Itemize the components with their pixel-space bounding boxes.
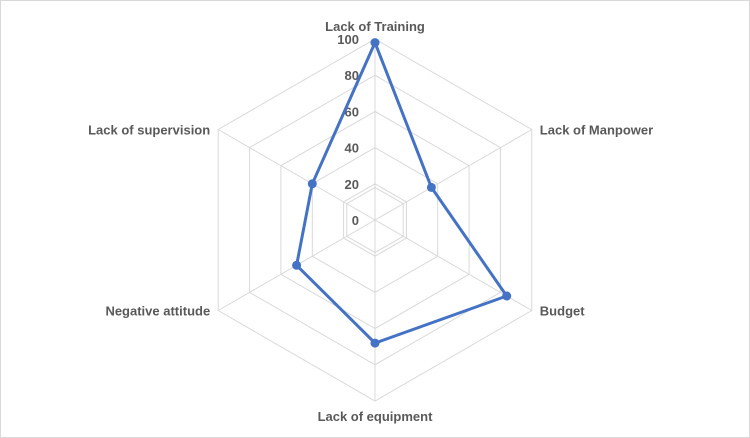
- radial-tick-label: 0: [352, 213, 359, 228]
- radial-tick-label: 100: [337, 32, 359, 47]
- category-label: Budget: [540, 304, 585, 319]
- category-label: Lack of supervision: [88, 123, 210, 138]
- data-point: [292, 260, 302, 270]
- category-label: Lack of Manpower: [540, 123, 653, 138]
- axis-spoke: [374, 129, 533, 221]
- data-point: [370, 38, 380, 48]
- radial-tick-labels: 0 20 40 60 80 100: [337, 32, 359, 228]
- data-point: [426, 182, 436, 192]
- category-label: Lack of Training: [325, 19, 425, 34]
- axis-spoke: [217, 129, 376, 221]
- series-layer: [292, 38, 512, 348]
- radial-tick-label: 20: [345, 177, 359, 192]
- radar-grid: [217, 38, 533, 402]
- category-label: Negative attitude: [105, 304, 210, 319]
- category-label: Lack of equipment: [318, 409, 434, 424]
- radial-tick-label: 80: [345, 68, 359, 83]
- category-labels: Lack of Training Lack of Manpower Budget La…: [88, 19, 653, 424]
- data-point: [502, 291, 512, 301]
- data-point: [370, 338, 380, 348]
- radial-tick-label: 40: [345, 141, 359, 156]
- radial-tick-label: 60: [345, 104, 359, 119]
- data-point: [307, 179, 317, 189]
